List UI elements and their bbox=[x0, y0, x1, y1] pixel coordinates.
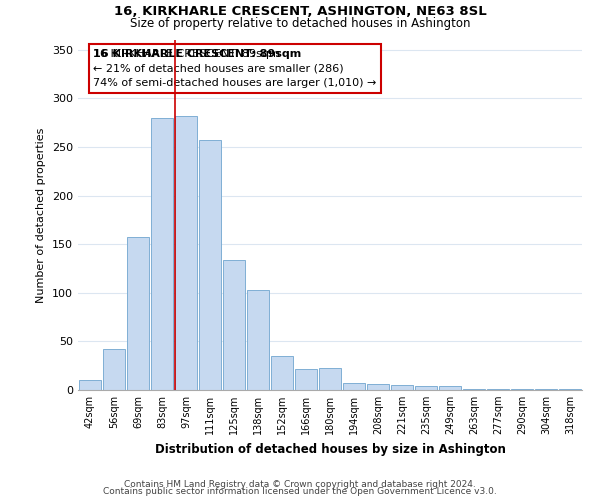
Bar bbox=[511, 389, 533, 390]
Bar bbox=[271, 356, 293, 390]
Bar bbox=[463, 389, 485, 390]
Bar bbox=[295, 368, 317, 390]
Text: Contains public sector information licensed under the Open Government Licence v3: Contains public sector information licen… bbox=[103, 488, 497, 496]
Y-axis label: Number of detached properties: Number of detached properties bbox=[37, 128, 46, 302]
Text: Contains HM Land Registry data © Crown copyright and database right 2024.: Contains HM Land Registry data © Crown c… bbox=[124, 480, 476, 489]
Bar bbox=[391, 385, 413, 390]
Text: 16, KIRKHARLE CRESCENT, ASHINGTON, NE63 8SL: 16, KIRKHARLE CRESCENT, ASHINGTON, NE63 … bbox=[113, 5, 487, 18]
Bar bbox=[559, 389, 581, 390]
Bar bbox=[535, 389, 557, 390]
X-axis label: Distribution of detached houses by size in Ashington: Distribution of detached houses by size … bbox=[155, 442, 505, 456]
Bar bbox=[103, 349, 125, 390]
Text: 16 KIRKHARLE CRESCENT: 89sqm: 16 KIRKHARLE CRESCENT: 89sqm bbox=[93, 49, 301, 58]
Bar bbox=[487, 389, 509, 390]
Bar bbox=[415, 386, 437, 390]
Bar bbox=[319, 368, 341, 390]
Bar bbox=[79, 380, 101, 390]
Text: 16 KIRKHARLE CRESCENT: 89sqm
← 21% of detached houses are smaller (286)
74% of s: 16 KIRKHARLE CRESCENT: 89sqm ← 21% of de… bbox=[93, 49, 376, 88]
Bar bbox=[439, 386, 461, 390]
Bar bbox=[175, 116, 197, 390]
Bar bbox=[199, 140, 221, 390]
Bar bbox=[151, 118, 173, 390]
Bar bbox=[223, 260, 245, 390]
Text: Size of property relative to detached houses in Ashington: Size of property relative to detached ho… bbox=[130, 18, 470, 30]
Bar bbox=[247, 290, 269, 390]
Bar bbox=[343, 383, 365, 390]
Bar bbox=[127, 238, 149, 390]
Bar bbox=[367, 384, 389, 390]
